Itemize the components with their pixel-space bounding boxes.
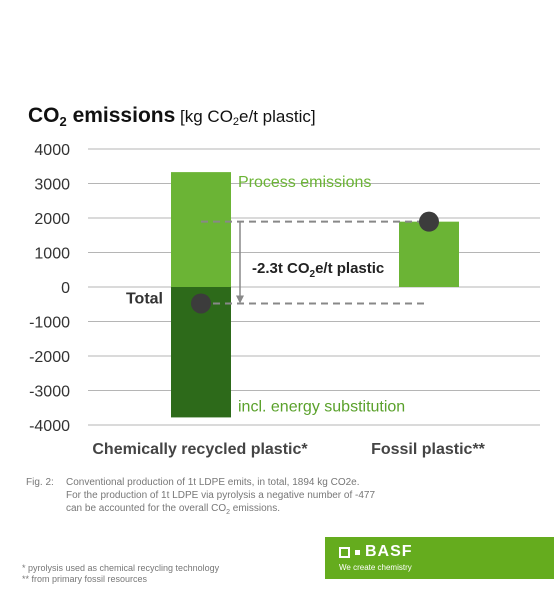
title-co2: CO2 emissions	[28, 104, 176, 129]
series-label-energy-substitution: incl. energy substitution	[238, 398, 405, 415]
series-label-process-emissions: Process emissions	[238, 174, 371, 191]
y-tick-label: 2000	[34, 211, 70, 228]
caption-label: Fig. 2:	[26, 477, 54, 488]
total-label: Total	[126, 290, 163, 307]
y-tick-label: -4000	[29, 418, 70, 435]
bar-process-emissions-1	[399, 221, 459, 287]
footnote-2: ** from primary fossil resources	[22, 574, 148, 584]
basf-brand-bar: BASF We create chemistry	[325, 537, 554, 579]
difference-annotation: -2.3t CO2e/t plastic	[252, 260, 384, 280]
y-tick-label: -1000	[29, 315, 70, 332]
category-label-recycled: Chemically recycled plastic*	[92, 441, 308, 458]
basf-tagline: We create chemistry	[339, 563, 412, 572]
category-label-fossil: Fossil plastic**	[371, 441, 486, 458]
y-tick-label: 0	[61, 280, 70, 297]
footnotes: * pyrolysis used as chemical recycling t…	[22, 563, 219, 585]
figure-caption: Fig. 2: Conventional production of 1t LDP…	[26, 476, 375, 519]
y-tick-label: 1000	[34, 246, 70, 263]
chart-title: CO2 emissions [kg CO2e/t plastic]	[28, 104, 316, 129]
emissions-chart: 4000 3000 2000 1000 0 -1000 -2000 -3000 -4000 Pro…	[29, 142, 540, 458]
y-tick-label: -3000	[29, 384, 70, 401]
basf-logo-dot-icon	[355, 549, 360, 555]
y-tick-label: 3000	[34, 177, 70, 194]
caption-line-3: can be accounted for the overall CO2 emi…	[66, 503, 281, 516]
caption-line-2: For the production of 1t LDPE via pyroly…	[66, 490, 376, 501]
total-marker-recycled	[191, 293, 211, 314]
basf-logo-square-icon	[339, 546, 350, 558]
caption-line-1: Conventional production of 1t LDPE emits…	[66, 477, 360, 488]
title-unit: [kg CO2e/t plastic]	[175, 107, 316, 128]
y-tick-label: 4000	[34, 142, 70, 159]
footnote-1: * pyrolysis used as chemical recycling t…	[22, 563, 220, 573]
bar-process-emissions-0	[171, 172, 231, 287]
difference-arrowhead-icon	[236, 295, 244, 304]
y-tick-label: -2000	[29, 349, 70, 366]
basf-logo: BASF	[339, 543, 413, 561]
total-marker-fossil	[419, 211, 439, 232]
